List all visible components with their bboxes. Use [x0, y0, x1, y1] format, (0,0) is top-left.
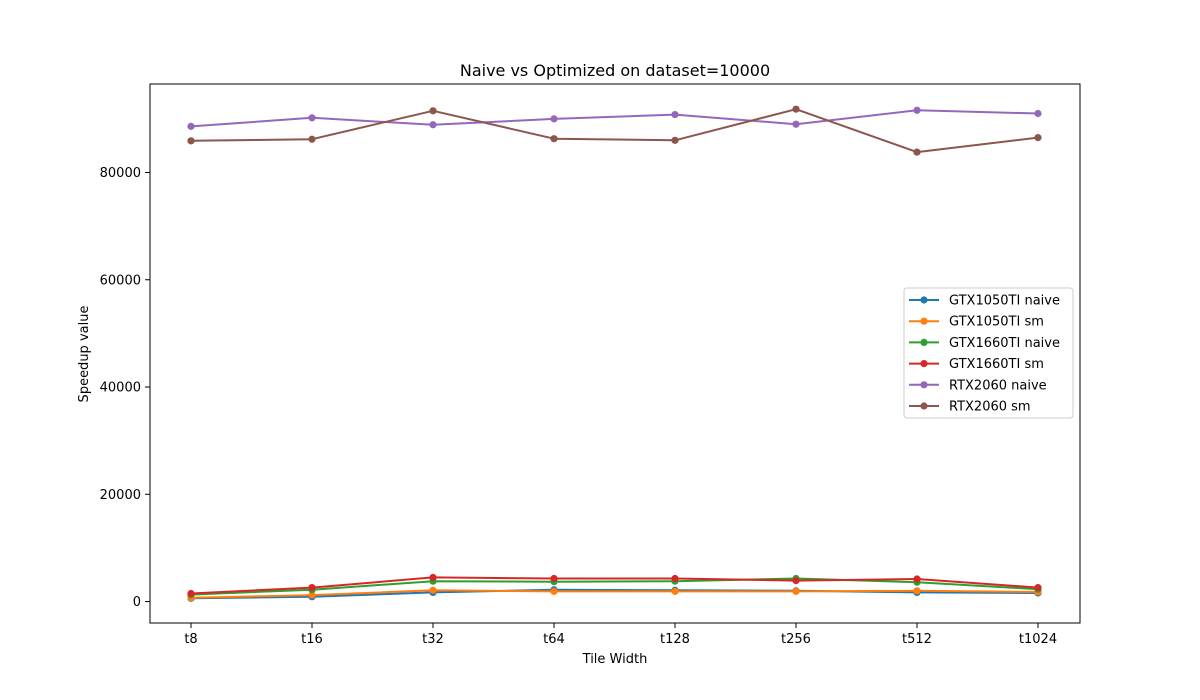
legend-swatch-marker [920, 402, 928, 410]
series-line [190, 109, 1039, 128]
data-point [429, 121, 437, 129]
data-point [308, 591, 316, 599]
data-point [913, 587, 921, 595]
legend-label: GTX1660TI sm [949, 357, 1044, 372]
data-point [308, 135, 316, 143]
legend-box [903, 287, 1074, 419]
legend-swatch-marker [920, 360, 928, 368]
y-tick-label: 20000 [100, 488, 141, 503]
data-point [1034, 584, 1042, 592]
data-point [792, 120, 800, 128]
data-point [792, 587, 800, 595]
y-tick-label: 60000 [100, 273, 141, 288]
series-line [190, 108, 1039, 154]
x-tick-label: t8 [184, 632, 197, 647]
legend-item: GTX1050TI naive [909, 294, 1060, 309]
x-tick-label: t32 [422, 632, 444, 647]
data-point [913, 106, 921, 114]
data-point [550, 115, 558, 123]
data-point [671, 587, 679, 595]
x-tick-label: t512 [902, 632, 932, 647]
series-line [190, 588, 1039, 600]
data-point [792, 577, 800, 585]
x-tick-label: t128 [660, 632, 690, 647]
x-tick-label: t256 [781, 632, 811, 647]
data-point [913, 575, 921, 583]
legend-label: GTX1050TI naive [949, 294, 1060, 309]
data-point [550, 135, 558, 143]
legend-swatch-marker [920, 338, 928, 346]
series-line [190, 576, 1039, 595]
series-group [187, 105, 1042, 602]
data-point [1034, 109, 1042, 118]
x-tick-label: t16 [301, 632, 323, 647]
data-point [429, 586, 437, 594]
series-3 [187, 573, 1042, 598]
y-tick-label: 40000 [100, 381, 141, 396]
y-tick-label: 80000 [100, 166, 141, 181]
data-point [1034, 134, 1042, 142]
y-axis-label: Speedup value [77, 306, 92, 403]
series-line [190, 589, 1039, 599]
x-tick-label: t64 [543, 632, 565, 647]
legend: GTX1050TI naive GTX1050TI sm GTX1660TI nai… [903, 287, 1074, 419]
chart-title: Naive vs Optimized on dataset=10000 [460, 61, 770, 80]
data-point [308, 584, 316, 592]
data-point [187, 122, 195, 130]
y-axis: 0 20000 40000 60000 80000 [100, 166, 150, 610]
data-point [792, 105, 800, 113]
legend-item: GTX1660TI sm [909, 357, 1044, 372]
y-tick-label: 0 [133, 595, 141, 610]
data-point [187, 589, 195, 598]
data-point [429, 107, 437, 115]
legend-item: GTX1050TI sm [909, 315, 1044, 330]
data-point [308, 114, 316, 122]
data-point [429, 573, 437, 582]
legend-item: GTX1660TI naive [909, 336, 1060, 351]
data-point [671, 136, 679, 144]
legend-label: RTX2060 naive [949, 378, 1047, 393]
legend-swatch-marker [920, 296, 928, 304]
data-point [671, 574, 679, 583]
series-4 [187, 106, 1042, 130]
plot-area-frame [149, 83, 1081, 624]
data-point [550, 574, 558, 583]
x-tick-label: t1024 [1019, 632, 1057, 647]
legend-item: RTX2060 sm [909, 400, 1031, 415]
legend-item: RTX2060 naive [909, 378, 1047, 393]
legend-label: GTX1660TI naive [949, 336, 1060, 351]
data-point [671, 110, 679, 119]
series-5 [187, 105, 1042, 156]
legend-swatch-marker [920, 317, 928, 325]
x-axis-label: Tile Width [582, 652, 648, 667]
legend-label: GTX1050TI sm [949, 315, 1044, 330]
x-axis: t8 t16 t32 t64 t128 t256 t512 t1024 [184, 623, 1057, 647]
data-point [913, 148, 921, 156]
legend-label: RTX2060 sm [949, 400, 1031, 415]
data-point [187, 137, 195, 145]
legend-swatch-marker [920, 381, 928, 389]
data-point [550, 587, 558, 595]
series-line [190, 577, 1039, 596]
